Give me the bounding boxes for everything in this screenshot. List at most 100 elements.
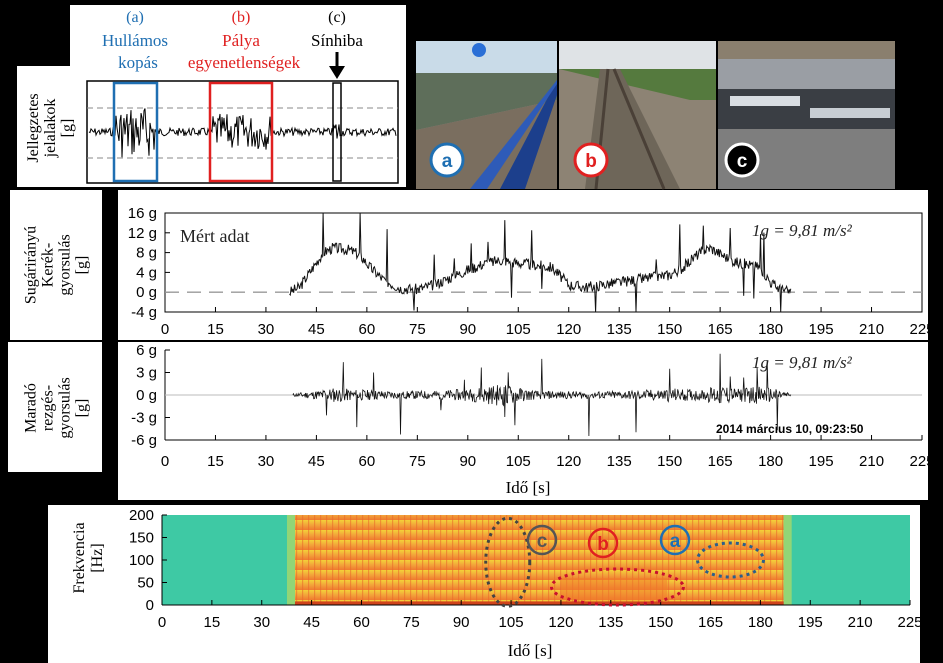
x-tick-label: 195 (798, 614, 823, 631)
radial-ylabel: SugárirányúKerék-gyorsulás[g] (23, 226, 91, 304)
box-c-rail-defect (332, 82, 342, 182)
marker-circle-c (526, 524, 558, 556)
photo-badge-circle (724, 142, 760, 178)
arrow-down-icon (329, 52, 345, 79)
spectrogram-panel: Frekvencia[Hz] 0 15 30 45 60 75 90 105 120 135 150… (48, 505, 923, 663)
ylabel-line: Sugárirányú (23, 226, 40, 304)
x-tick-label: 210 (859, 321, 884, 338)
x-tick-label: 210 (848, 614, 873, 631)
y-tick-label: 4 g (136, 264, 157, 281)
x-tick-label: 180 (748, 614, 773, 631)
x-tick-label: 0 (161, 453, 169, 470)
x-tick-label: 225 (897, 614, 922, 631)
x-tick-label: 120 (548, 614, 573, 631)
radial-axes: 0 15 30 45 60 75 90 105 120 135 150 165 180 195 210 225… (128, 205, 935, 338)
photo-badge-label: b (585, 151, 597, 172)
photo-badges: a b c (429, 142, 760, 178)
x-tick-label: 150 (657, 453, 682, 470)
x-tick-label: 225 (909, 321, 934, 338)
spectrogram-active-region (294, 515, 784, 605)
x-tick-label: 60 (359, 321, 376, 338)
y-tick-label: 0 g (136, 387, 157, 404)
x-tick-label: 120 (556, 453, 581, 470)
residual-vibration-panel: Maradórezgés-gyorsulás[g] 0 15 30 45 60 75 90 1… (8, 342, 935, 500)
spectrogram-xlabel-bg (460, 630, 600, 663)
x-tick-label: 75 (409, 453, 426, 470)
spectrogram-xlabel: Idő [s] (508, 641, 553, 660)
x-tick-label: 165 (708, 321, 733, 338)
spectrogram-axes: 0 15 30 45 60 75 90 105 120 135 150 165 180 195 210 225… (129, 507, 923, 631)
signature-labels: (a) Hullámos kopás (b) Pálya egyenetlenségek (… (102, 9, 363, 72)
ylabel-line: [g] (74, 256, 91, 275)
y-tick-label: 12 g (128, 225, 157, 242)
y-tick-label: -6 g (131, 432, 157, 449)
signature-letter: (c) (328, 9, 346, 26)
x-tick-label: 75 (403, 614, 420, 631)
radial-unit-annotation: 1g = 9,81 m/s² (752, 221, 853, 240)
x-tick-label: 30 (253, 614, 270, 631)
x-tick-label: 135 (607, 453, 632, 470)
x-tick-label: 135 (607, 321, 632, 338)
plot-frame (164, 212, 923, 313)
ylabel-line: [g] (59, 119, 76, 138)
x-tick-label: 150 (648, 614, 673, 631)
spectrogram-hotspot (560, 578, 668, 601)
residual-xlabel: Idő [s] (506, 478, 551, 497)
x-tick-label: 210 (859, 453, 884, 470)
x-tick-label: 180 (758, 321, 783, 338)
signature-letter: (a) (126, 9, 144, 26)
photo-badge-label: c (737, 151, 748, 172)
y-tick-label: 3 g (136, 365, 157, 382)
x-tick-label: 165 (698, 614, 723, 631)
signature-name: Hullámos (102, 31, 168, 50)
residual-panel-bg (118, 342, 928, 500)
signatures-panel: (a) Hullámos kopás (b) Pálya egyenetlenségek (… (17, 5, 406, 187)
spectrogram-edge (783, 515, 792, 605)
x-tick-label: 105 (499, 614, 524, 631)
x-tick-label: 75 (409, 321, 426, 338)
x-tick-label: 120 (556, 321, 581, 338)
radial-acceleration-panel: SugárirányúKerék-gyorsulás[g] 0 15 30 45 60 7… (10, 190, 935, 340)
x-tick-label: 15 (207, 321, 224, 338)
photos: a b c (416, 41, 895, 190)
spectrogram-low-band (294, 601, 784, 605)
spectrogram-image (162, 515, 910, 605)
signature-letter: (b) (232, 9, 251, 26)
y-tick-label: 6 g (136, 342, 157, 359)
signatures-ylabel-bg (17, 66, 87, 187)
residual-series-line (292, 353, 792, 437)
ylabel-line: [g] (74, 399, 91, 418)
x-tick-label: 45 (303, 614, 320, 631)
signatures-signal (88, 108, 397, 158)
y-tick-label: 100 (129, 552, 154, 569)
x-tick-label: 165 (708, 453, 733, 470)
ylabel-line: jelalakok (42, 99, 59, 159)
photo-badge-circle (429, 142, 465, 178)
ylabel-line: [Hz] (89, 543, 106, 572)
signatures-ylabel: Jellegzetesjelalakok[g] (25, 93, 76, 162)
marker-circle-b (587, 527, 619, 559)
residual-ylabel-bg (8, 342, 102, 472)
signature-name-line2: kopás (118, 53, 158, 72)
y-tick-label: 50 (137, 575, 154, 592)
radial-title: Mért adat (180, 226, 249, 246)
x-tick-label: 30 (258, 321, 275, 338)
photo-badge-circle (573, 142, 609, 178)
photo-badge-label: a (442, 151, 453, 172)
residual-timestamp: 2014 március 10, 09:23:50 (716, 422, 864, 436)
ylabel-line: Jellegzetes (25, 93, 42, 162)
x-tick-label: 105 (506, 321, 531, 338)
signatures-panel-bg (70, 5, 406, 187)
ylabel-line: gyorsulás (57, 377, 74, 438)
y-tick-label: -3 g (131, 410, 157, 427)
marker-circle-a (659, 524, 691, 556)
marker-label-c: c (537, 531, 548, 552)
x-tick-label: 45 (308, 321, 325, 338)
marker-label-b: b (597, 534, 609, 555)
ylabel-line: Kerék- (40, 243, 57, 287)
x-tick-label: 225 (909, 453, 934, 470)
x-tick-label: 60 (353, 614, 370, 631)
signatures-plot-frame (86, 80, 399, 184)
ellipse-b (549, 567, 685, 607)
